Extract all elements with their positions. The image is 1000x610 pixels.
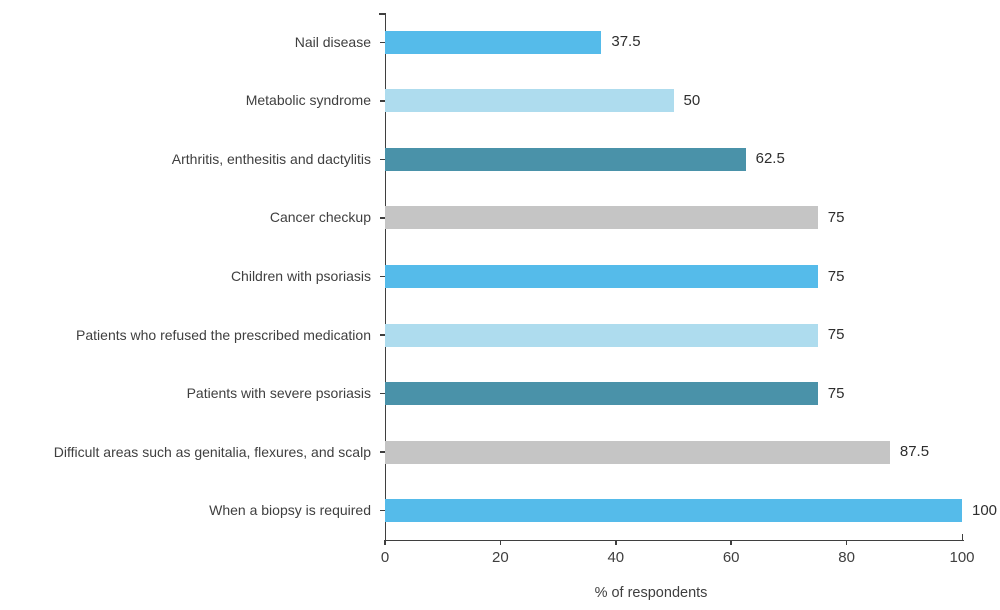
- bar-value-label: 100: [972, 501, 998, 519]
- category-tick-mark: [380, 392, 385, 395]
- bar-value-label: 75: [827, 208, 845, 226]
- category-label: When a biopsy is required: [209, 502, 371, 519]
- bar: [385, 147, 746, 171]
- category-tick-mark: [380, 334, 385, 336]
- x-axis-tick-label: 60: [722, 549, 740, 566]
- x-axis-tick-label: 40: [607, 549, 625, 566]
- x-axis-tick-mark: [845, 540, 848, 545]
- x-axis-tick-label: 0: [380, 549, 390, 566]
- bar-value-label: 75: [827, 267, 845, 285]
- bar: [385, 89, 674, 113]
- category-tick-mark: [380, 41, 385, 44]
- bar-value-label: 75: [827, 384, 845, 402]
- category-label: Arthritis, enthesitis and dactylitis: [171, 150, 371, 167]
- x-axis-tick-mark: [499, 540, 502, 545]
- x-axis-tick-label: 80: [838, 549, 855, 566]
- category-tick-mark: [380, 451, 385, 453]
- bar: [385, 499, 962, 523]
- bar: [385, 265, 818, 288]
- x-axis-end-cap: [961, 533, 963, 541]
- bar-value-label: 62.5: [755, 150, 785, 168]
- bar: [385, 206, 818, 230]
- category-label: Patients who refused the prescribed medi…: [76, 326, 371, 343]
- category-label: Metabolic syndrome: [245, 92, 371, 109]
- category-label: Difficult areas such as genitalia, flexu…: [53, 443, 371, 460]
- x-axis-tick-mark: [730, 540, 732, 545]
- bar-value-label: 75: [827, 326, 845, 344]
- y-axis-top-cap: [379, 13, 386, 15]
- category-tick-mark: [380, 509, 385, 512]
- x-axis-tick-label: 100: [949, 549, 975, 566]
- x-axis-title: % of respondents: [594, 585, 708, 601]
- bar: [385, 440, 890, 464]
- bar: [385, 323, 818, 347]
- bar-value-label: 87.5: [899, 443, 930, 461]
- category-tick-mark: [380, 275, 385, 278]
- category-label: Patients with severe psoriasis: [186, 385, 371, 402]
- category-tick-mark: [380, 100, 385, 102]
- category-label: Cancer checkup: [269, 209, 371, 226]
- category-label: Nail disease: [294, 33, 371, 50]
- x-axis-tick-mark: [615, 540, 617, 545]
- bar: [385, 382, 818, 406]
- x-axis-tick-mark: [384, 540, 386, 545]
- x-axis-tick-label: 20: [492, 549, 509, 566]
- category-tick-mark: [380, 217, 385, 219]
- x-axis-line: [384, 539, 964, 541]
- bar-value-label: 50: [683, 91, 701, 109]
- category-tick-mark: [380, 158, 385, 161]
- bar-value-label: 37.5: [611, 33, 641, 51]
- category-label: Children with psoriasis: [230, 268, 371, 284]
- bar: [385, 30, 602, 54]
